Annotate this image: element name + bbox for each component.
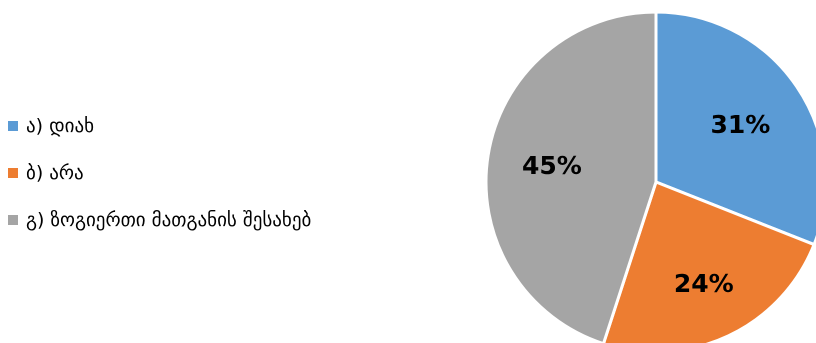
legend-swatch-yes bbox=[8, 121, 18, 131]
pie-label-no: 24% bbox=[674, 269, 734, 298]
pie-slice-no bbox=[602, 180, 816, 343]
legend-label-yes: ა) დიახ bbox=[26, 115, 95, 137]
chart-legend: ა) დიახ ბ) არა გ) ზოგიერთი მათგანის შესა… bbox=[8, 115, 312, 257]
legend-swatch-some bbox=[8, 215, 18, 225]
legend-item-yes: ა) დიახ bbox=[8, 115, 311, 137]
pie-label-some: 45% bbox=[522, 151, 582, 180]
legend-label-no: ბ) არა bbox=[26, 162, 84, 184]
legend-item-no: ბ) არა bbox=[8, 162, 311, 184]
pie-slice-yes bbox=[654, 10, 816, 247]
legend-item-some: გ) ზოგიერთი მათგანის შესახებ bbox=[8, 209, 312, 231]
legend-label-some: გ) ზოგიერთი მათგანის შესახებ bbox=[26, 209, 312, 231]
legend-swatch-no bbox=[8, 168, 18, 178]
pie-slice-some bbox=[484, 10, 658, 343]
pie-label-yes: 31% bbox=[710, 110, 770, 139]
